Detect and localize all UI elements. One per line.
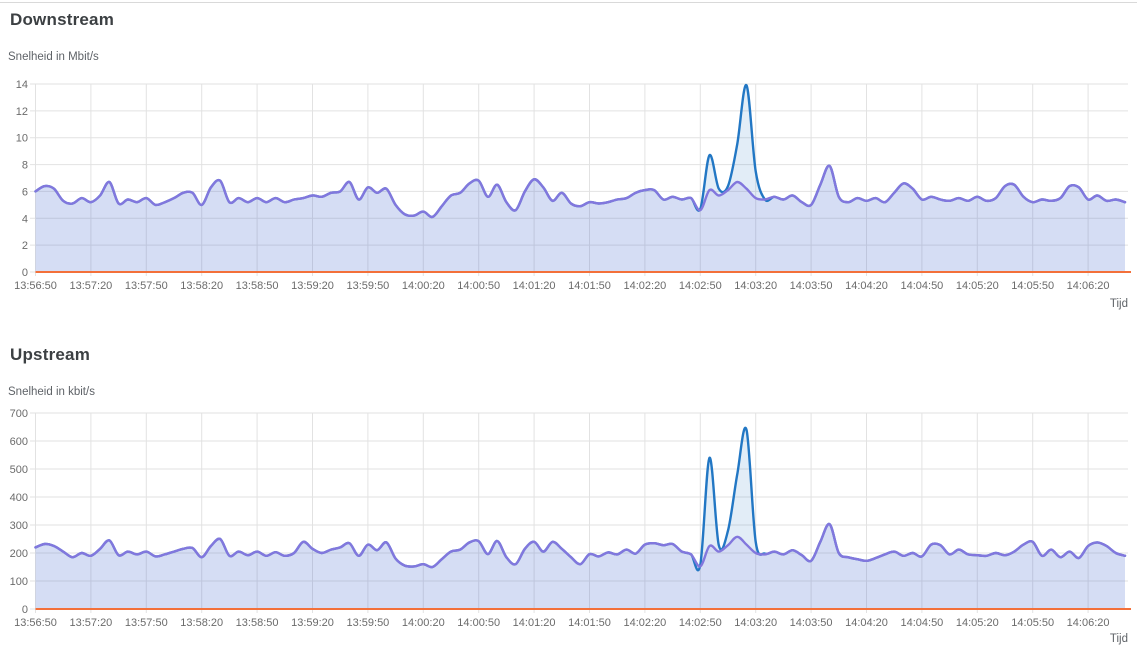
- x-tick-label: 14:01:20: [513, 617, 556, 629]
- y-tick-label: 700: [10, 408, 28, 420]
- upstream-rate-line: [34, 522, 1127, 569]
- x-tick-label: 13:58:20: [180, 617, 223, 629]
- y-tick-label: 4: [22, 213, 28, 225]
- x-tick-label: 13:58:50: [236, 280, 279, 292]
- x-tick-label: 14:02:50: [679, 617, 722, 629]
- y-tick-label: 0: [22, 267, 28, 279]
- x-tick-label: 13:57:20: [69, 617, 112, 629]
- x-tick-label: 14:00:20: [402, 617, 445, 629]
- x-tick-label: 14:05:20: [956, 280, 999, 292]
- x-tick-label: 14:00:50: [457, 280, 500, 292]
- x-tick-label: 13:59:50: [346, 280, 389, 292]
- upstream-x-axis-label: Tijd: [1109, 633, 1128, 645]
- x-tick-label: 13:57:50: [125, 617, 168, 629]
- y-tick-label: 10: [16, 133, 28, 145]
- x-tick-label: 14:02:20: [623, 280, 666, 292]
- y-tick-label: 0: [22, 604, 28, 616]
- upstream-chart-svg: 0 100 200 300 400 500 600 700 13:56:50 13:57:20 13…: [10, 408, 1131, 629]
- x-tick-label: 14:01:50: [568, 280, 611, 292]
- upstream-title: Upstream: [10, 345, 91, 364]
- downstream-chart-svg: 0 2 4 6 8 10 12 14 13:56:50 13:57:20 13:57:50 13:58…: [14, 79, 1131, 292]
- x-tick-label: 14:04:50: [900, 280, 943, 292]
- downstream-chart-section: 0 2 4 6 8 10 12 14 13:56:50 13:57:20 13:57:50 13:58…: [8, 10, 1131, 310]
- x-tick-label: 13:56:50: [14, 280, 57, 292]
- x-tick-label: 13:58:50: [236, 617, 279, 629]
- x-tick-label: 14:00:20: [402, 280, 445, 292]
- upstream-y-axis-label: Snelheid in kbit/s: [8, 386, 95, 398]
- x-tick-label: 14:06:20: [1067, 617, 1110, 629]
- x-tick-label: 14:03:20: [734, 280, 777, 292]
- x-tick-label: 14:02:50: [679, 280, 722, 292]
- downstream-title: Downstream: [10, 10, 115, 29]
- upstream-peak-line: [34, 426, 1127, 572]
- x-tick-label: 14:02:20: [623, 617, 666, 629]
- downstream-peak-area: [35, 85, 1125, 272]
- x-tick-label: 14:06:20: [1067, 280, 1110, 292]
- x-tick-label: 14:01:20: [513, 280, 556, 292]
- x-tick-label: 14:05:50: [1011, 280, 1054, 292]
- upstream-peak-area: [35, 427, 1125, 609]
- downstream-peak-line: [34, 84, 1127, 219]
- x-tick-label: 13:57:20: [69, 280, 112, 292]
- y-tick-label: 600: [10, 436, 28, 448]
- x-tick-label: 14:05:50: [1011, 617, 1054, 629]
- top-border: [0, 2, 1137, 3]
- downstream-rate-area: [35, 165, 1125, 272]
- x-tick-label: 14:04:20: [845, 280, 888, 292]
- y-tick-label: 2: [22, 240, 28, 252]
- y-tick-label: 14: [16, 79, 28, 91]
- y-tick-label: 100: [10, 576, 28, 588]
- downstream-rate-line: [34, 164, 1127, 219]
- x-tick-label: 14:01:50: [568, 617, 611, 629]
- x-tick-label: 14:04:50: [900, 617, 943, 629]
- x-tick-label: 13:59:50: [346, 617, 389, 629]
- x-tick-label: 13:57:50: [125, 280, 168, 292]
- y-tick-label: 500: [10, 464, 28, 476]
- x-tick-label: 14:00:50: [457, 617, 500, 629]
- y-tick-label: 200: [10, 548, 28, 560]
- downstream-y-axis-label: Snelheid in Mbit/s: [8, 51, 99, 63]
- y-tick-label: 6: [22, 186, 28, 198]
- x-tick-label: 14:03:50: [790, 280, 833, 292]
- y-tick-label: 300: [10, 520, 28, 532]
- x-tick-label: 14:05:20: [956, 617, 999, 629]
- y-tick-label: 8: [22, 160, 28, 172]
- x-tick-label: 13:59:20: [291, 617, 334, 629]
- x-tick-label: 14:03:50: [790, 617, 833, 629]
- upstream-rate-area: [35, 524, 1125, 609]
- upstream-chart-section: 0 100 200 300 400 500 600 700 13:56:50 13:57:20 13…: [0, 335, 1137, 662]
- y-tick-label: 12: [16, 106, 28, 118]
- x-tick-label: 13:59:20: [291, 280, 334, 292]
- x-tick-label: 14:04:20: [845, 617, 888, 629]
- x-tick-label: 13:58:20: [180, 280, 223, 292]
- x-tick-label: 14:03:20: [734, 617, 777, 629]
- y-tick-label: 400: [10, 492, 28, 504]
- x-tick-label: 13:56:50: [14, 617, 57, 629]
- downstream-x-axis-label: Tijd: [1109, 298, 1128, 310]
